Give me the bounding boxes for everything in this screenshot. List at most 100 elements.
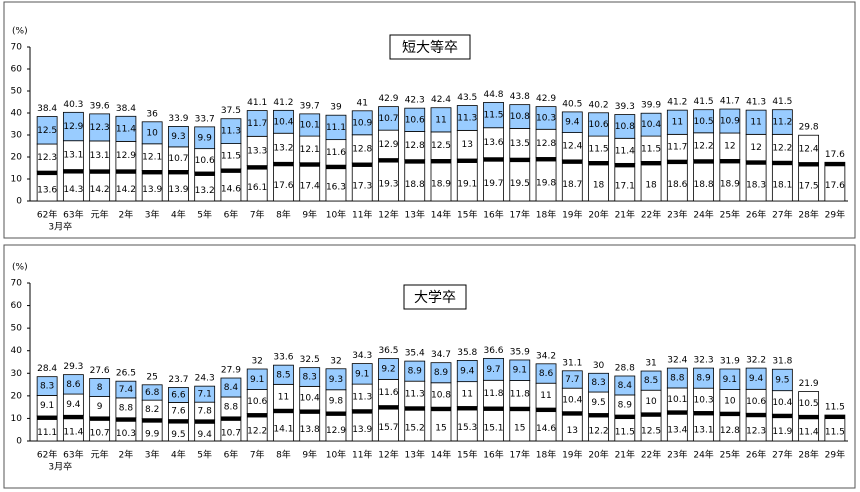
x-tick-label: 10年 xyxy=(326,209,346,221)
segment-edge xyxy=(431,407,451,412)
total-label: 29.8 xyxy=(799,123,819,133)
bar-segment xyxy=(588,372,609,393)
bar-segment xyxy=(693,367,714,389)
segment-label: 10.4 xyxy=(273,117,293,127)
segment-label: 18.1 xyxy=(772,181,792,191)
segment-edge xyxy=(824,162,845,167)
x-tick-label: 12年 xyxy=(378,209,398,221)
chart-title: 短大等卒 xyxy=(402,39,458,56)
bar-segment xyxy=(561,111,583,133)
segment-label: 13.6 xyxy=(483,138,503,148)
total-label: 32.2 xyxy=(746,356,766,366)
x-tick-label: 15年 xyxy=(457,449,477,461)
segment-edge xyxy=(719,159,740,164)
bar-segment xyxy=(798,391,820,416)
total-label: 36.6 xyxy=(483,346,503,356)
segment-label: 9.9 xyxy=(198,133,213,143)
segment-edge xyxy=(142,418,163,423)
segment-label: 8.3 xyxy=(303,373,317,383)
segment-label: 11.4 xyxy=(615,146,635,156)
segment-label: 16.1 xyxy=(247,183,267,193)
total-label: 39.7 xyxy=(300,101,320,111)
segment-label: 13 xyxy=(567,426,578,436)
bar-segment xyxy=(430,107,452,133)
segment-label: 9.1 xyxy=(355,369,369,379)
segment-edge xyxy=(194,171,215,176)
bar-segment xyxy=(220,118,242,144)
segment-label: 13.2 xyxy=(273,143,293,153)
segment-edge xyxy=(509,158,530,163)
segment-label: 15.3 xyxy=(457,423,477,433)
segment-label: 17.5 xyxy=(799,181,819,191)
segment-label: 10 xyxy=(645,397,657,407)
segment-label: 18.3 xyxy=(746,180,766,190)
x-tick-label: 3年 xyxy=(145,209,160,221)
total-label: 32 xyxy=(251,356,262,366)
total-label: 26.5 xyxy=(116,369,136,379)
total-label: 39.9 xyxy=(641,101,661,111)
total-label: 41 xyxy=(356,98,367,108)
segment-label: 11.5 xyxy=(825,428,845,438)
bar-segment xyxy=(614,375,636,396)
segment-label: 18 xyxy=(645,181,657,191)
segment-edge xyxy=(63,415,84,420)
segment-label: 10.9 xyxy=(720,117,740,127)
bar-segment xyxy=(483,357,504,381)
x-tick-label: 63年 xyxy=(63,209,83,221)
segment-edge xyxy=(352,162,373,167)
x-tick-label: 4年 xyxy=(171,209,186,221)
total-label: 42.3 xyxy=(405,96,425,106)
bar-segment xyxy=(771,368,793,392)
x-tick-label: 11年 xyxy=(352,449,372,461)
segment-label: 10.3 xyxy=(116,429,136,439)
category-note: 3月卒 xyxy=(48,221,72,233)
total-label: 30 xyxy=(593,361,605,371)
segment-edge xyxy=(115,417,136,422)
segment-label: 11.5 xyxy=(615,428,635,438)
segment-label: 12.5 xyxy=(641,426,661,436)
segment-edge xyxy=(588,413,609,418)
bar-segment xyxy=(220,377,242,398)
segment-label: 10.1 xyxy=(667,395,687,405)
category-note: 3月卒 xyxy=(48,461,72,473)
total-label: 34.3 xyxy=(352,351,372,361)
segment-label: 8.4 xyxy=(618,381,633,391)
segment-label: 12.9 xyxy=(326,426,346,436)
total-label: 31 xyxy=(645,359,656,369)
total-label: 32 xyxy=(330,356,341,366)
total-label: 33.9 xyxy=(168,114,188,124)
x-tick-label: 63年 xyxy=(63,449,83,461)
bar-segment xyxy=(614,114,636,139)
y-tick-label: 0 xyxy=(16,197,22,207)
total-label: 25 xyxy=(146,372,157,382)
segment-edge xyxy=(457,158,478,163)
segment-label: 9.7 xyxy=(486,365,500,375)
segment-label: 19.5 xyxy=(510,179,530,189)
segment-label: 9.2 xyxy=(381,364,395,374)
total-label: 38.4 xyxy=(116,104,136,114)
total-label: 41.2 xyxy=(273,98,293,108)
segment-label: 12.4 xyxy=(562,142,582,152)
x-tick-label: 8年 xyxy=(276,449,291,461)
segment-edge xyxy=(641,161,662,166)
bar-segment xyxy=(588,112,609,137)
segment-label: 12.3 xyxy=(37,153,57,163)
bar-segment xyxy=(168,387,189,403)
bar-segment xyxy=(36,376,58,396)
y-axis-label: (%) xyxy=(12,27,28,37)
segment-edge xyxy=(614,415,635,420)
segment-label: 17.6 xyxy=(825,181,845,191)
bar-segment xyxy=(666,109,688,135)
x-tick-label: 24年 xyxy=(693,449,713,461)
bar-segment xyxy=(141,121,163,145)
x-tick-label: 28年 xyxy=(798,449,818,461)
segment-label: 11.5 xyxy=(589,144,609,154)
x-tick-label: 25年 xyxy=(720,209,740,221)
segment-label: 15.2 xyxy=(405,423,425,433)
x-tick-label: 9年 xyxy=(302,209,317,221)
bar-segment xyxy=(115,380,137,399)
segment-label: 11.8 xyxy=(483,389,503,399)
segment-edge xyxy=(378,158,399,163)
segment-edge xyxy=(457,406,478,411)
segment-label: 17.1 xyxy=(615,182,635,192)
